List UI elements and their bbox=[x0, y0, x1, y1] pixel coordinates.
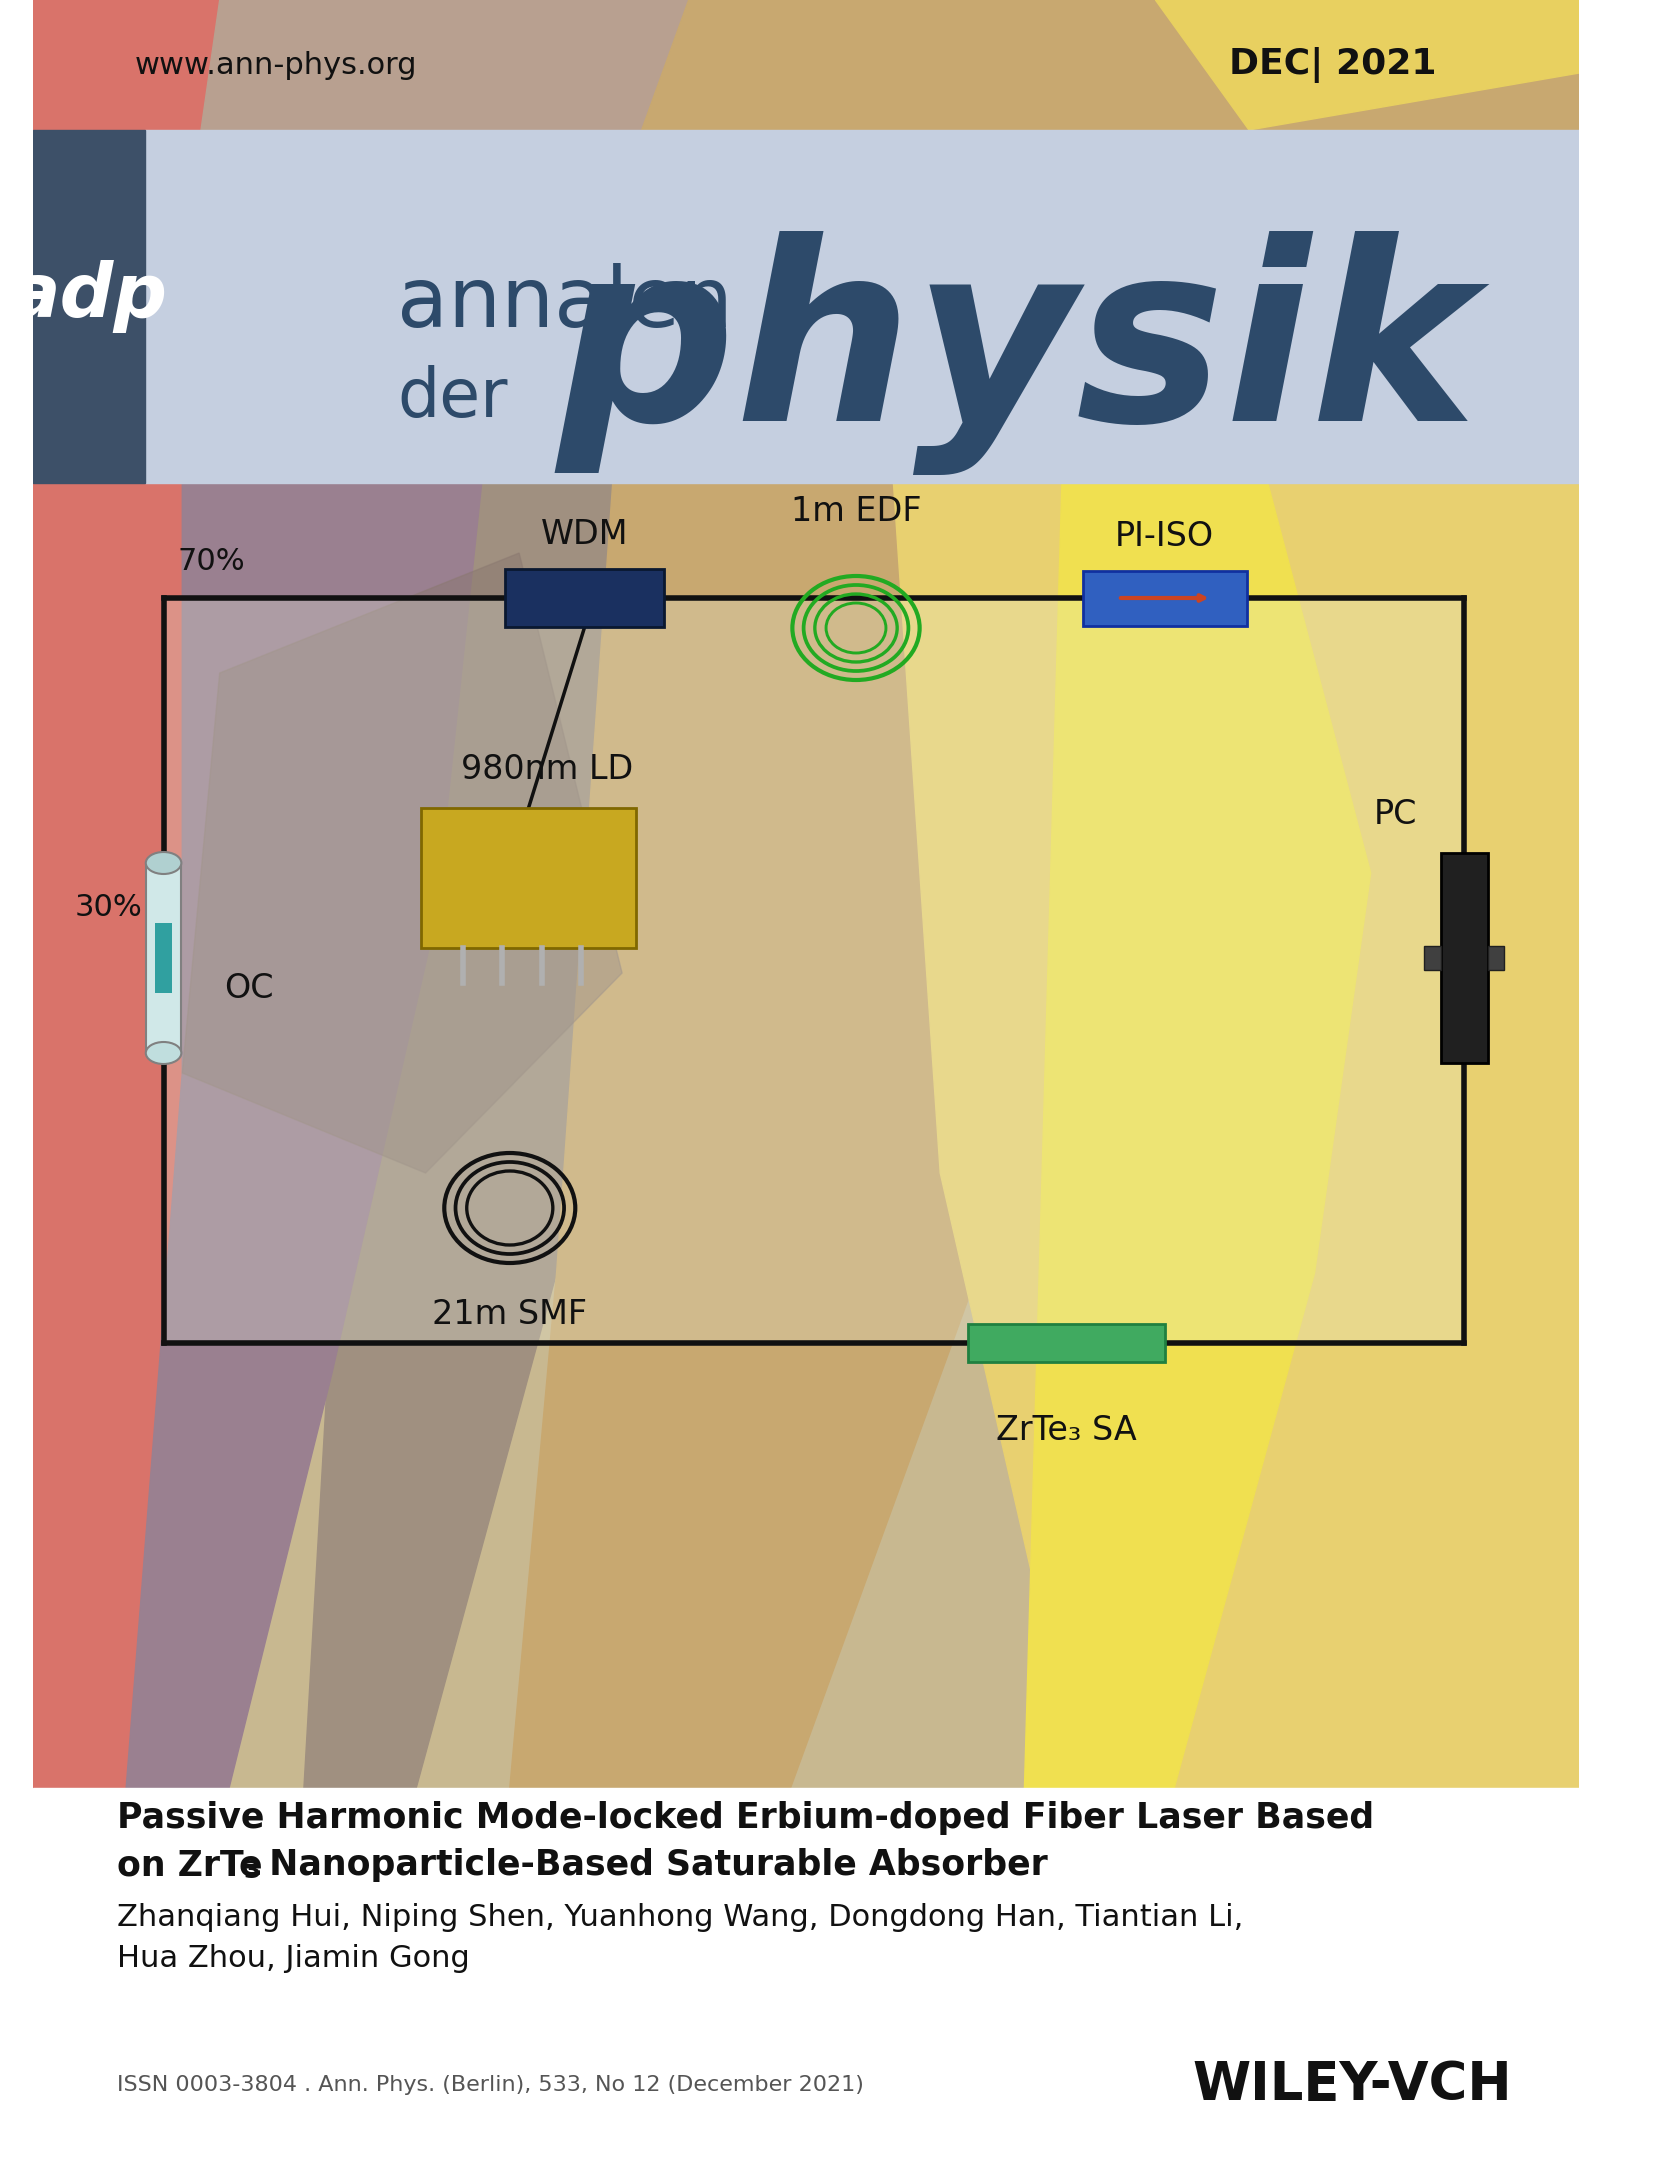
Text: 30%: 30% bbox=[74, 893, 142, 924]
Text: 980nm LD: 980nm LD bbox=[461, 754, 633, 787]
Bar bbox=[33, 130, 145, 482]
Text: OC: OC bbox=[225, 971, 274, 1004]
Ellipse shape bbox=[145, 852, 182, 874]
Bar bbox=[33, 1788, 1579, 2173]
Polygon shape bbox=[33, 482, 314, 1788]
Bar bbox=[422, 808, 636, 947]
Text: on ZrTe: on ZrTe bbox=[117, 1847, 263, 1882]
Polygon shape bbox=[1025, 482, 1370, 1788]
Bar bbox=[1423, 945, 1441, 969]
Polygon shape bbox=[641, 0, 1579, 130]
Text: Zhanqiang Hui, Niping Shen, Yuanhong Wang, Dongdong Han, Tiantian Li,
Hua Zhou, : Zhanqiang Hui, Niping Shen, Yuanhong Wan… bbox=[117, 1904, 1243, 1973]
Polygon shape bbox=[509, 482, 1081, 1788]
Bar bbox=[164, 598, 1465, 1343]
Text: DEC| 2021: DEC| 2021 bbox=[1230, 48, 1436, 83]
Polygon shape bbox=[304, 482, 706, 1788]
Text: PI-ISO: PI-ISO bbox=[1116, 519, 1215, 552]
Bar bbox=[33, 0, 1579, 130]
Text: 70%: 70% bbox=[177, 548, 245, 576]
Text: www.ann-phys.org: www.ann-phys.org bbox=[134, 50, 417, 80]
Polygon shape bbox=[202, 0, 734, 130]
Ellipse shape bbox=[145, 1043, 182, 1065]
Polygon shape bbox=[126, 482, 481, 1788]
Bar bbox=[506, 569, 665, 628]
Bar bbox=[1488, 945, 1504, 969]
Text: der: der bbox=[397, 365, 507, 430]
Text: WILEY-VCH: WILEY-VCH bbox=[1192, 2060, 1512, 2110]
Text: Nanoparticle-Based Saturable Absorber: Nanoparticle-Based Saturable Absorber bbox=[258, 1847, 1048, 1882]
Text: physik: physik bbox=[557, 230, 1478, 476]
Text: WDM: WDM bbox=[541, 517, 628, 552]
Text: ZrTe₃ SA: ZrTe₃ SA bbox=[997, 1415, 1137, 1447]
Text: 21m SMF: 21m SMF bbox=[431, 1297, 587, 1332]
Bar bbox=[155, 924, 172, 993]
Bar bbox=[145, 130, 1579, 482]
Bar bbox=[1441, 854, 1488, 1063]
Text: annalen: annalen bbox=[397, 263, 734, 343]
Text: PC: PC bbox=[1374, 797, 1417, 830]
Bar bbox=[1083, 571, 1246, 626]
Polygon shape bbox=[33, 0, 238, 130]
Bar bbox=[145, 863, 182, 1054]
Bar bbox=[969, 1323, 1165, 1362]
Text: Passive Harmonic Mode-locked Erbium-doped Fiber Laser Based: Passive Harmonic Mode-locked Erbium-dope… bbox=[117, 1801, 1374, 1834]
Text: ISSN 0003-3804 . Ann. Phys. (Berlin), 533, No 12 (December 2021): ISSN 0003-3804 . Ann. Phys. (Berlin), 53… bbox=[117, 2075, 863, 2095]
Polygon shape bbox=[893, 482, 1579, 1788]
Bar bbox=[33, 482, 1579, 1788]
Text: 3: 3 bbox=[243, 1858, 261, 1884]
Polygon shape bbox=[182, 552, 622, 1173]
Polygon shape bbox=[1155, 0, 1579, 130]
Text: 1m EDF: 1m EDF bbox=[790, 495, 921, 528]
Text: adp: adp bbox=[10, 261, 167, 332]
